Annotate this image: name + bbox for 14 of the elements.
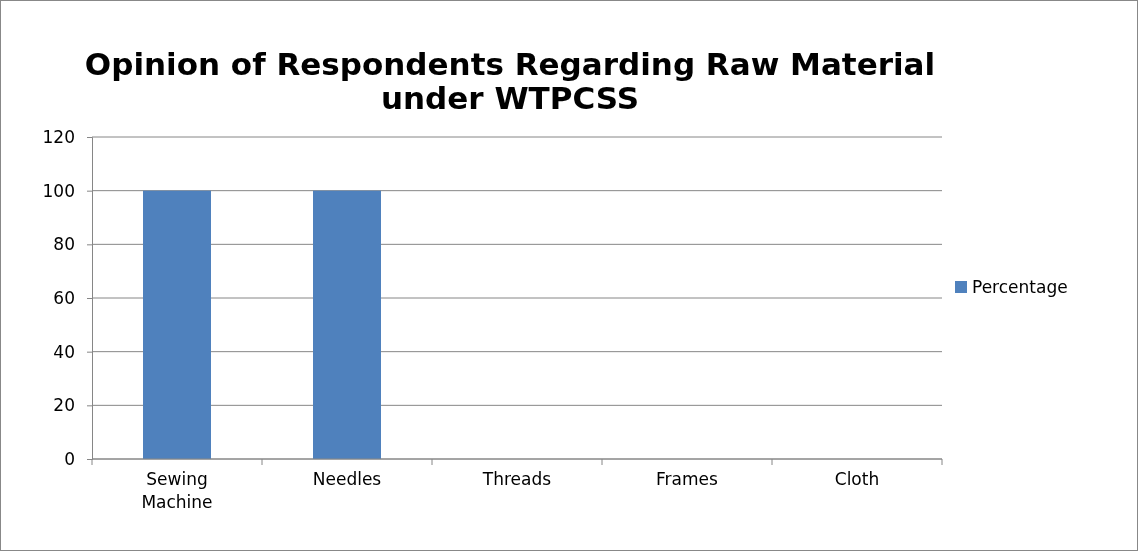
y-tick-label: 60 bbox=[53, 287, 75, 308]
legend-label: Percentage bbox=[972, 277, 1068, 297]
x-tick-label: Needles bbox=[312, 469, 382, 489]
y-tick-label: 80 bbox=[53, 234, 75, 255]
y-tick-label: 0 bbox=[64, 448, 75, 469]
x-tick-label: Frames bbox=[656, 469, 719, 489]
y-tick-label: 100 bbox=[42, 180, 75, 201]
y-tick-label: 20 bbox=[53, 395, 75, 416]
chart-title: Opinion of Respondents Regarding Raw Material under WTPCSS bbox=[84, 46, 936, 116]
x-tick-label: Threads bbox=[481, 469, 552, 489]
x-tick-label: Sewing Machine bbox=[141, 469, 213, 512]
y-tick-label: 120 bbox=[42, 126, 75, 147]
y-tick-label: 40 bbox=[53, 341, 75, 362]
x-tick-label: Cloth bbox=[834, 469, 880, 489]
